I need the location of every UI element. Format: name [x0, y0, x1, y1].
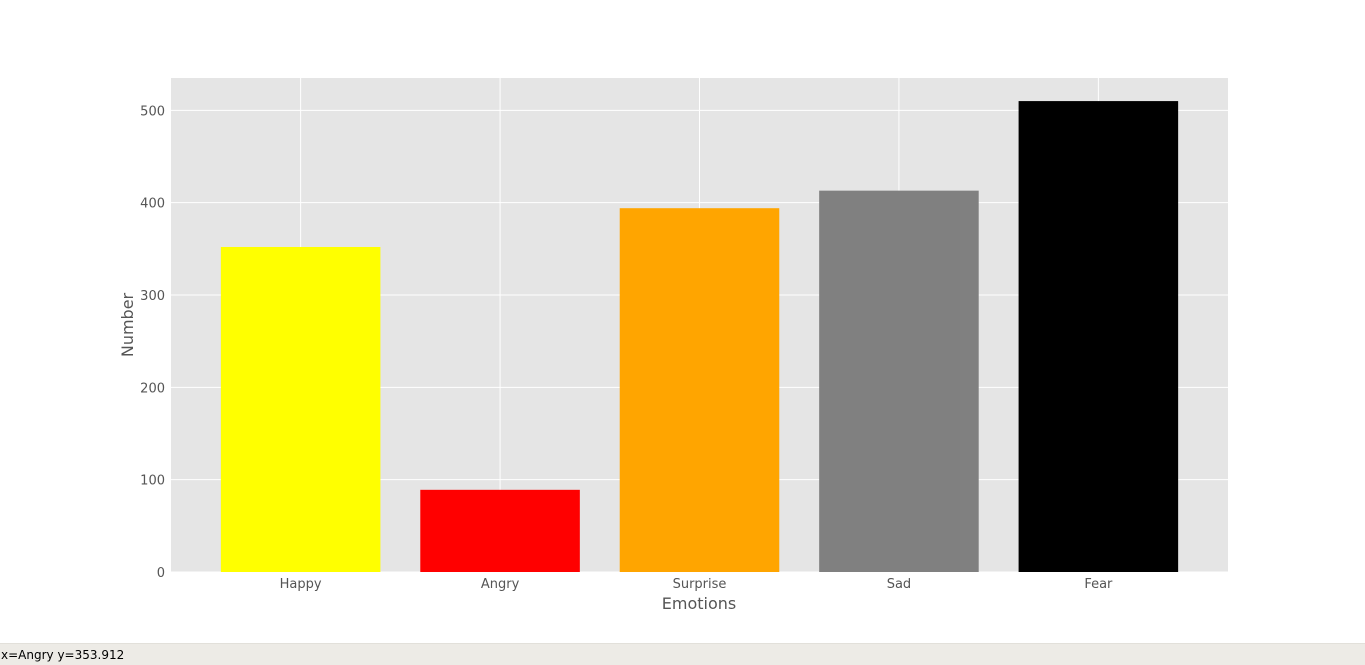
y-tick-label: 300	[140, 289, 165, 304]
x-tick-label: Surprise	[673, 577, 727, 592]
bars	[220, 101, 1179, 573]
cursor-coordinates-readout: x=Angry y=353.912	[1, 648, 125, 662]
y-tick-label: 100	[140, 474, 165, 489]
bar-angry[interactable]	[420, 489, 580, 572]
y-axis-title: Number	[118, 292, 137, 357]
bar-sad[interactable]	[819, 190, 979, 573]
y-tick-label: 200	[140, 381, 165, 396]
x-tick-label: Happy	[280, 577, 322, 592]
x-tick-label: Sad	[887, 577, 911, 592]
bar-fear[interactable]	[1018, 101, 1179, 573]
x-tick-label: Angry	[481, 577, 520, 592]
figure: 0 100 200 300 400 500 Happy Angry Surprise Sad Fea…	[118, 78, 1228, 613]
x-axis-title: Emotions	[662, 594, 736, 613]
y-tick-label: 400	[140, 197, 165, 212]
y-tick-label: 0	[157, 566, 165, 581]
tick-labels: 0 100 200 300 400 500 Happy Angry Surprise Sad Fea…	[140, 104, 1113, 592]
bar-chart: 0 100 200 300 400 500 Happy Angry Surprise Sad Fea…	[118, 78, 1228, 613]
x-tick-label: Fear	[1084, 577, 1113, 592]
bar-surprise[interactable]	[619, 208, 780, 572]
y-tick-label: 500	[140, 104, 165, 119]
status-bar: x=Angry y=353.912	[0, 643, 1365, 665]
bar-happy[interactable]	[220, 246, 381, 572]
